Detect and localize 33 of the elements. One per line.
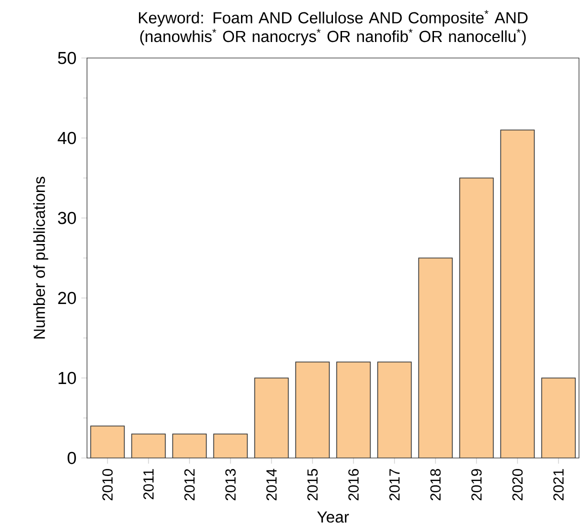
bar xyxy=(378,362,412,458)
x-tick-label: 2021 xyxy=(553,469,564,500)
x-tick-label: 2011 xyxy=(143,469,154,500)
bar xyxy=(460,178,494,458)
bar xyxy=(132,434,166,458)
y-tick-label: 10 xyxy=(58,372,76,384)
y-tick-label: 50 xyxy=(58,52,76,64)
x-tick-label: 2015 xyxy=(307,469,318,500)
bar xyxy=(296,362,330,458)
x-tick-label: 2013 xyxy=(225,469,236,500)
bar xyxy=(254,378,288,458)
chart-title: Keyword: Foam AND Cellulose AND Composite$^{*}$ AND (nanowhis$^{*}$ OR nanocrys$^{*}$ OR nanofib$^{*}$ OR nanocellu$^{*}$) xyxy=(138,10,528,46)
bar xyxy=(172,434,206,458)
x-tick-label: 2012 xyxy=(184,469,195,500)
y-axis-title: Number of publications xyxy=(33,176,48,338)
x-tick-label: 2016 xyxy=(348,469,359,500)
y-tick-label: 0 xyxy=(68,452,76,464)
x-tick-label: 2010 xyxy=(102,468,113,500)
bar xyxy=(541,378,576,458)
y-tick-label: 30 xyxy=(58,212,76,224)
bar xyxy=(418,258,452,458)
x-tick-label: 2018 xyxy=(430,469,441,500)
x-tick-label: 2014 xyxy=(266,468,277,500)
x-axis-title: Year xyxy=(317,512,349,523)
x-tick-label: 2019 xyxy=(471,469,482,500)
y-tick-label: 40 xyxy=(58,132,76,144)
x-tick-label: 2020 xyxy=(512,468,523,500)
x-tick-label: 2017 xyxy=(389,469,400,500)
y-tick-label: 20 xyxy=(58,292,76,304)
bar xyxy=(500,130,534,458)
bar xyxy=(214,434,248,458)
bar xyxy=(336,362,370,458)
bar xyxy=(90,426,124,458)
